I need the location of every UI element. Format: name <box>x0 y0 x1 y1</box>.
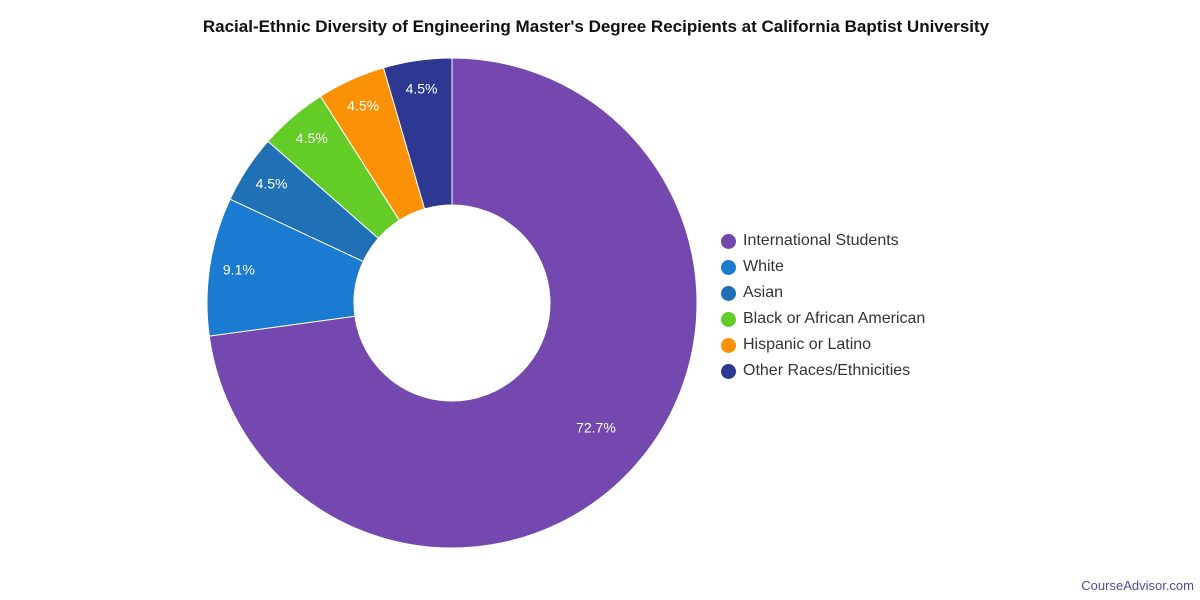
slice-data-label: 9.1% <box>223 261 255 277</box>
legend-swatch-icon <box>721 233 736 249</box>
slice-data-label: 4.5% <box>347 97 379 113</box>
legend-swatch-icon <box>721 259 736 275</box>
donut-slice-other-races-ethnicities[interactable] <box>382 57 453 210</box>
chart-title: Racial-Ethnic Diversity of Engineering M… <box>202 17 990 36</box>
legend-label: Hispanic or Latino <box>743 336 872 353</box>
legend-label: Black or African American <box>743 310 926 327</box>
legend-label: Asian <box>743 284 784 301</box>
legend-label: White <box>743 258 784 275</box>
legend-item-asian[interactable]: Asian <box>721 280 925 306</box>
slice-data-label: 72.7% <box>576 419 616 435</box>
legend-item-other-races-ethnicities[interactable]: Other Races/Ethnicities <box>721 358 925 384</box>
legend-item-international-students[interactable]: International Students <box>721 228 925 254</box>
legend-swatch-icon <box>721 311 736 327</box>
legend-label: Other Races/Ethnicities <box>743 362 911 379</box>
slice-data-label: 4.5% <box>296 130 328 146</box>
legend-item-hispanic-or-latino[interactable]: Hispanic or Latino <box>721 332 925 358</box>
slice-data-label: 4.5% <box>256 176 288 192</box>
slice-data-label: 4.5% <box>406 80 438 96</box>
legend-item-black-or-african-american[interactable]: Black or African American <box>721 306 925 332</box>
legend-item-white[interactable]: White <box>721 254 925 280</box>
course-advisor-credit-link[interactable]: CourseAdvisor.com <box>1081 578 1194 593</box>
legend-swatch-icon <box>721 285 736 301</box>
legend-label: International Students <box>743 232 899 249</box>
chart-legend: International Students White Asian Black… <box>721 228 925 384</box>
donut-slice-international-students[interactable] <box>208 57 698 549</box>
legend-swatch-icon <box>721 363 736 379</box>
legend-swatch-icon <box>721 337 736 353</box>
